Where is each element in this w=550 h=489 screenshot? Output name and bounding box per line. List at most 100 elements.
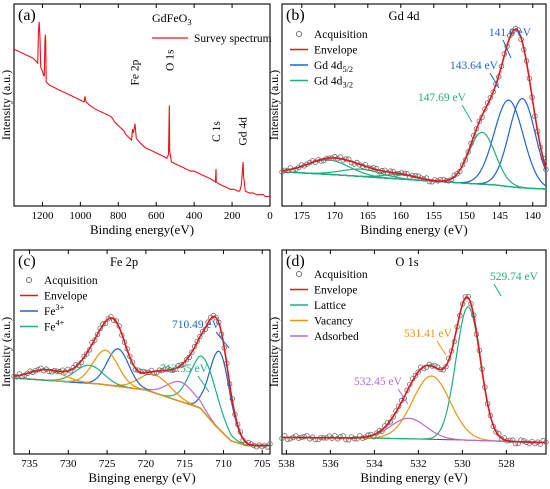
x-tick-label: 725 (99, 458, 116, 470)
legend-label: Gd 4d3/2 (314, 76, 353, 90)
legend-label: Envelope (314, 285, 357, 297)
panel-label: (c) (18, 253, 36, 270)
x-tick-label: 720 (138, 458, 155, 470)
acquisition-point (94, 331, 101, 338)
legend-label: Acquisition (314, 29, 368, 41)
acquisition-point (490, 89, 496, 95)
component-gd52 (281, 97, 547, 185)
acquisition-point (259, 443, 265, 450)
x-tick-label: 715 (176, 458, 193, 470)
x-tick-label: 534 (366, 458, 383, 470)
y-axis-label: Intensity (a.u.) (0, 70, 13, 140)
annotation-arrow (502, 39, 512, 59)
acquisition-point (510, 28, 516, 35)
envelope-line (281, 28, 547, 182)
envelope-line (13, 315, 270, 447)
x-tick-label: 1200 (31, 210, 54, 222)
acquisition-point (426, 361, 432, 368)
x-tick-label: 705 (254, 458, 271, 470)
panel-d: 538 536 534 532 530 528 Binding energy (eV) Int… (267, 249, 549, 485)
x-tick-label: 1000 (69, 210, 92, 222)
plot-frame (281, 249, 547, 455)
acquisition-point (415, 369, 421, 375)
x-tick-label: 150 (459, 210, 476, 222)
x-tick-label: 536 (322, 458, 339, 470)
x-tick-label: 200 (224, 210, 241, 222)
acquisition-point (162, 366, 168, 372)
annotation-532-45: 532.45 eV (354, 376, 403, 388)
panel-label: (a) (18, 7, 36, 24)
acquisition-point (178, 362, 184, 368)
acquisition-point (59, 367, 66, 373)
legend-label: Envelope (314, 45, 357, 57)
acquisition-point (412, 372, 419, 379)
x-axis-label: Binging energy (eV) (88, 470, 195, 485)
acquisition-point (510, 437, 516, 443)
acquisition-point (407, 174, 413, 180)
x-tick-label: 145 (492, 210, 509, 222)
acquisition-point (459, 162, 466, 168)
y-axis-label: Intensity (a.u.) (267, 317, 281, 387)
annotation-arrow (197, 375, 210, 393)
panel-label: (b) (286, 7, 305, 24)
acquisition-point (140, 368, 146, 375)
annotation-141-6: 141.6 eV (489, 27, 532, 39)
plot-frame (13, 3, 271, 207)
x-tick-label: 170 (327, 210, 344, 222)
acquisition-point (148, 367, 155, 374)
legend-label: Acquisition (44, 275, 98, 287)
legend-label: Gd 4d5/2 (314, 60, 353, 74)
acquisition-point (197, 333, 203, 340)
acquisition-point (423, 175, 430, 181)
acquisition-point (437, 176, 444, 183)
survey-line (13, 21, 270, 198)
panel-a: 1200 1000 800 600 400 200 0 Binding energy(eV) I… (0, 3, 273, 237)
annotation-arrow (461, 104, 473, 123)
legend-marker (295, 270, 303, 278)
legend-heading: GdFeO3 (152, 11, 192, 27)
x-tick-label: 710 (215, 458, 232, 470)
peak-annotation: Gd 4d (238, 117, 250, 146)
annotation-arrow (397, 388, 409, 405)
legend-label: Vacancy (314, 316, 353, 328)
annotation-529-74: 529.74 eV (490, 271, 539, 283)
component-vacancy (281, 375, 547, 444)
x-tick-label: 160 (393, 210, 410, 222)
annotation-712-55: 712.55 eV (160, 363, 209, 375)
acquisition-point (390, 414, 396, 420)
peak-annotation: C 1s (211, 121, 223, 142)
acquisition-point (512, 25, 519, 32)
annotation-arrow (493, 283, 502, 297)
plot-frame (281, 3, 547, 207)
legend-label: Fe3+ (44, 303, 65, 318)
legend-label: Survey spectrum (194, 33, 272, 45)
acquisition-point (337, 434, 344, 440)
acquisition-point (307, 436, 313, 442)
component-satellite (13, 369, 270, 447)
x-tick-label: 0 (267, 210, 273, 222)
x-tick-label: 538 (278, 458, 295, 470)
legend-label: Adsorbed (314, 331, 359, 343)
acquisition-point (135, 367, 141, 373)
x-tick-label: 600 (148, 210, 165, 222)
x-tick-label: 400 (186, 210, 203, 222)
y-axis-label: Intensity (a.u.) (267, 70, 281, 140)
annotation-710-49: 710.49 eV (172, 319, 221, 331)
acquisition-point (279, 435, 285, 442)
panel-title: Gd 4d (389, 9, 421, 23)
x-tick-label: 800 (110, 210, 127, 222)
legend-marker (295, 30, 303, 38)
annotation-143-64: 143.64 eV (450, 60, 499, 72)
annotation-531-41: 531.41 eV (404, 328, 453, 340)
legend-label: Lattice (314, 300, 346, 312)
x-tick-label: 155 (426, 210, 443, 222)
acquisition-point (301, 434, 307, 440)
envelope-line (281, 296, 547, 444)
acquisition-point (40, 368, 47, 374)
x-tick-label: 175 (294, 210, 311, 222)
acquisition-point (348, 434, 355, 440)
panel-title: O 1s (395, 255, 418, 269)
x-axis-label: Binding energy (eV) (360, 222, 467, 237)
x-tick-label: 528 (498, 458, 515, 470)
